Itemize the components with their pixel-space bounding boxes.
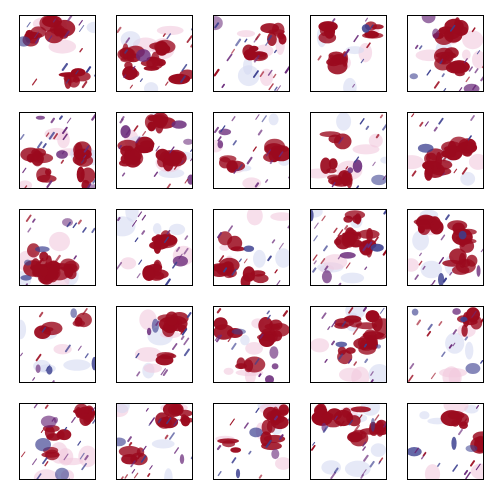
sample-image-r2-c3 [213, 112, 290, 189]
sample-image-art [134, 309, 192, 379]
sample-image-r1-c4 [310, 15, 387, 92]
sample-image-r5-c4 [310, 403, 387, 480]
sample-image-art [117, 25, 192, 91]
sample-image-art [21, 404, 95, 479]
sample-image-r4-c2 [116, 306, 193, 383]
sample-image-art [311, 404, 386, 479]
sample-image-art [408, 307, 483, 382]
sample-image-art [408, 210, 483, 285]
sample-image-art [117, 210, 192, 285]
sample-image-r5-c2 [116, 403, 193, 480]
sample-image-art [215, 404, 289, 479]
sample-image-r2-c4 [310, 112, 387, 189]
sample-image-r3-c5 [407, 209, 484, 286]
sample-image-art [214, 16, 289, 91]
sample-image-r5-c1 [19, 403, 96, 480]
sample-image-r1-c2 [116, 15, 193, 92]
sample-image-r2-c2 [116, 112, 193, 189]
sample-image-art [408, 113, 483, 186]
sample-image-art [214, 308, 289, 382]
sample-image-r3-c1 [19, 209, 96, 286]
sample-image-r5-c5 [407, 403, 484, 480]
sample-image-r1-c5 [407, 15, 484, 92]
sample-image-art [117, 404, 192, 479]
sample-image-art [117, 113, 192, 188]
sample-image-art [316, 17, 384, 91]
sample-image-r3-c2 [116, 209, 193, 286]
sample-image-r4-c1 [19, 306, 96, 383]
sample-image-art [408, 404, 483, 479]
sample-image-art [311, 210, 386, 285]
sample-image-r5-c3 [213, 403, 290, 480]
sample-image-art [409, 16, 483, 91]
sample-image-r2-c5 [407, 112, 484, 189]
sample-image-r3-c3 [213, 209, 290, 286]
sample-image-r1-c1 [19, 15, 96, 92]
sample-image-art [20, 113, 95, 188]
sample-image-art [20, 16, 95, 89]
sample-image-r4-c5 [407, 306, 484, 383]
sample-image-art [214, 113, 289, 188]
sample-image-art [20, 214, 95, 285]
sample-image-art [311, 113, 386, 188]
sample-image-r4-c3 [213, 306, 290, 383]
sample-image-r3-c4 [310, 209, 387, 286]
sample-image-art [20, 308, 95, 382]
sample-image-art [214, 210, 289, 285]
sample-image-r2-c1 [19, 112, 96, 189]
sample-image-art [311, 307, 386, 382]
sample-image-r4-c4 [310, 306, 387, 383]
sample-image-r1-c3 [213, 15, 290, 92]
